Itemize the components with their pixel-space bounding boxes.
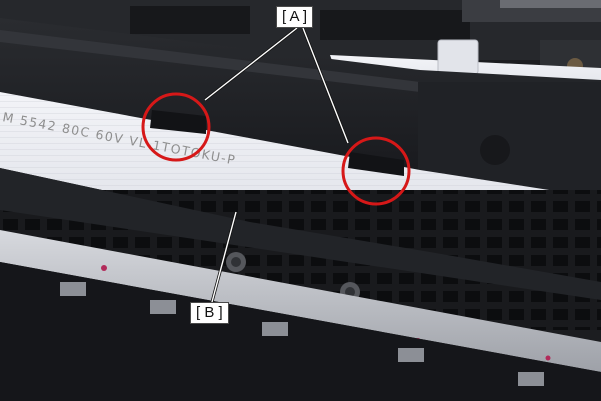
leader-line-b bbox=[211, 211, 237, 303]
ink-spot-4 bbox=[545, 355, 551, 361]
clip-2 bbox=[150, 300, 176, 314]
cable-shadow bbox=[0, 168, 601, 300]
cable-clip bbox=[437, 39, 479, 75]
frame-hole bbox=[480, 135, 510, 165]
callout-label-b: [ B ] bbox=[190, 302, 229, 324]
screw-center-inner bbox=[231, 257, 241, 267]
clip-3 bbox=[262, 322, 288, 336]
ink-spot-1 bbox=[101, 265, 107, 271]
clip-1 bbox=[60, 282, 86, 296]
callout-label-a: [ A ] bbox=[276, 6, 314, 28]
top-vent bbox=[130, 6, 250, 34]
clip-5 bbox=[518, 372, 544, 386]
cable-hook-left bbox=[150, 110, 206, 134]
top-vent-right bbox=[320, 10, 470, 40]
leader-line-a-right bbox=[302, 27, 349, 144]
cable-hook-right bbox=[348, 152, 404, 176]
frame-ridge bbox=[0, 30, 420, 92]
red-circle-highlight-right bbox=[341, 136, 411, 206]
screw-right-inner bbox=[345, 287, 355, 297]
metal-rod bbox=[500, 0, 601, 8]
bottom-frame bbox=[0, 262, 601, 401]
leader-line-a-left bbox=[204, 27, 298, 101]
red-circle-highlight-left bbox=[141, 92, 211, 162]
silver-rail bbox=[0, 230, 601, 372]
clip-4 bbox=[398, 348, 424, 362]
